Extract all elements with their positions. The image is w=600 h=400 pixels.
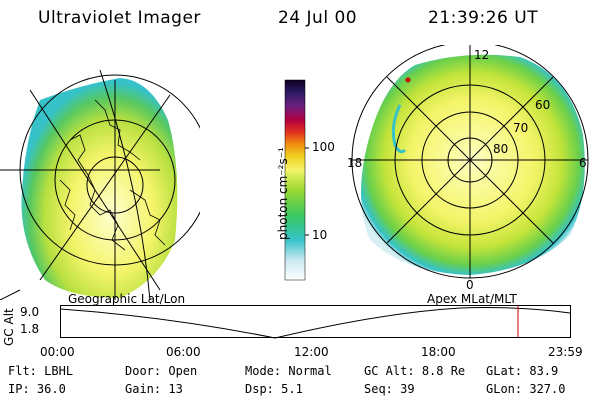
status-flt: Flt: LBHL [8, 364, 73, 378]
status-dsp: Dsp: 5.1 [245, 382, 303, 396]
status-glon: GLon: 327.0 [486, 382, 565, 396]
apex-polar-panel: 12 18 6 0 60 70 80 [347, 45, 589, 290]
time-tick-2359: 23:59 [548, 345, 583, 359]
time-tick-18: 18:00 [421, 345, 456, 359]
geographic-image-panel [0, 69, 200, 300]
mlt-label-0: 0 [466, 278, 474, 290]
status-seq: Seq: 39 [364, 382, 415, 396]
observation-date: 24 Jul 00 [278, 8, 358, 28]
mlt-label-6: 6 [579, 156, 587, 170]
status-ip: IP: 36.0 [8, 382, 66, 396]
apex-grid-lines [351, 45, 589, 279]
altitude-plot [60, 305, 571, 339]
door-value: Open [168, 364, 198, 378]
time-tick-00: 00:00 [40, 345, 75, 359]
app-title: Ultraviolet Imager [38, 8, 201, 28]
apex-bright-spot [405, 77, 411, 83]
seq-label: Seq: [364, 382, 393, 396]
dsp-value: 5.1 [281, 382, 303, 396]
status-gcalt: GC Alt: 8.8 Re [364, 364, 465, 378]
altitude-axis-label: GC Alt [2, 308, 16, 346]
glon-label: GLon: [486, 382, 523, 396]
altitude-tick-min: 1.8 [20, 322, 40, 336]
glat-value: 83.9 [529, 364, 559, 378]
status-mode: Mode: Normal [245, 364, 332, 378]
glat-label: GLat: [486, 364, 523, 378]
colorbar-tick-100: 100 [312, 140, 335, 154]
dsp-label: Dsp: [245, 382, 274, 396]
colorbar-scale [284, 79, 306, 281]
door-label: Door: [125, 364, 162, 378]
colorbar [284, 79, 309, 281]
status-glat: GLat: 83.9 [486, 364, 558, 378]
geo-aurora-image [21, 78, 178, 298]
mode-label: Mode: [245, 364, 282, 378]
lat-label-60: 60 [535, 98, 550, 112]
gain-label: Gain: [125, 382, 162, 396]
geographic-projection-label: Geographic Lat/Lon [68, 292, 186, 306]
mlt-label-18: 18 [347, 156, 362, 170]
altitude-curve [60, 307, 571, 339]
altitude-tick-max: 9.0 [20, 305, 40, 319]
gain-value: 13 [168, 382, 183, 396]
mlt-label-12: 12 [474, 48, 489, 62]
ip-value: 36.0 [36, 382, 66, 396]
flt-label: Flt: [8, 364, 37, 378]
observation-time: 21:39:26 UT [428, 8, 539, 28]
apex-projection-label: Apex MLat/MLT [427, 292, 517, 306]
glon-value: 327.0 [529, 382, 566, 396]
apex-aurora-image [361, 54, 585, 275]
status-door: Door: Open [125, 364, 197, 378]
flt-value: LBHL [44, 364, 74, 378]
status-gain: Gain: 13 [125, 382, 183, 396]
colorbar-unit-label: photon cm⁻²s⁻¹ [276, 147, 290, 240]
ip-label: IP: [8, 382, 30, 396]
lat-label-70: 70 [513, 121, 528, 135]
seq-value: 39 [400, 382, 415, 396]
coastline-outlines [59, 99, 166, 251]
time-tick-06: 06:00 [166, 345, 201, 359]
gcalt-label: GC Alt: [364, 364, 415, 378]
gcalt-value: 8.8 Re [421, 364, 466, 378]
mode-value: Normal [288, 364, 332, 378]
time-tick-12: 12:00 [294, 345, 329, 359]
colorbar-tick-10: 10 [312, 228, 328, 242]
lat-label-80: 80 [493, 142, 508, 156]
